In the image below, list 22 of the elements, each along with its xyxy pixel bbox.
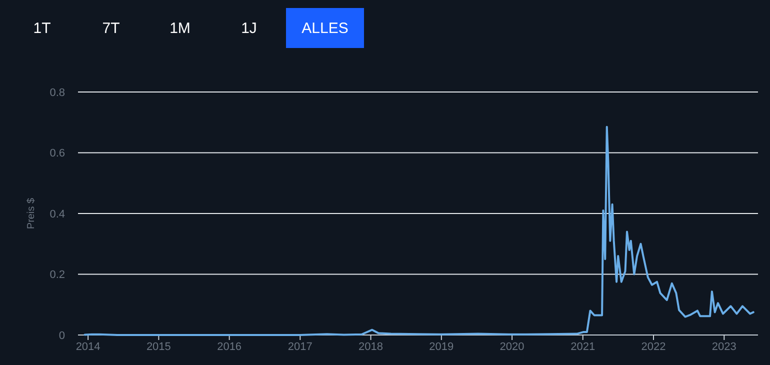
y-tick-label: 0.4 bbox=[50, 208, 65, 220]
text: ALLES bbox=[302, 20, 348, 37]
x-tick-label: 2015 bbox=[146, 341, 171, 353]
x-tick-label: 2014 bbox=[76, 341, 100, 353]
x-tick-label: 2021 bbox=[570, 341, 596, 353]
x-tick-label: 2017 bbox=[288, 341, 312, 353]
x-tick-label: 2023 bbox=[712, 341, 736, 353]
x-tick-label: 2020 bbox=[500, 341, 524, 353]
y-axis-title: Preis $ bbox=[26, 198, 37, 230]
x-tick-label: 2019 bbox=[429, 341, 454, 353]
text: 1J bbox=[241, 20, 257, 37]
x-tick-label: 2018 bbox=[358, 341, 384, 353]
x-tick-label: 2022 bbox=[641, 341, 666, 353]
y-tick-label: 0.8 bbox=[50, 86, 65, 99]
text: 7T bbox=[102, 20, 120, 37]
text: 1T bbox=[33, 20, 51, 37]
y-tick-label: 0 bbox=[58, 330, 65, 342]
y-tick-label: 0.2 bbox=[50, 269, 65, 282]
y-tick-label: 0.6 bbox=[50, 148, 65, 160]
x-tick-label: 2016 bbox=[217, 341, 242, 353]
text: 1M bbox=[170, 20, 190, 37]
line-series bbox=[84, 126, 754, 336]
